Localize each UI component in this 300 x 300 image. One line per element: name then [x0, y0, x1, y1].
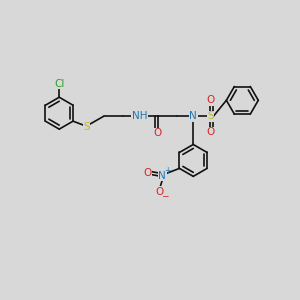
Text: Cl: Cl [54, 79, 64, 89]
Text: −: − [161, 192, 169, 201]
Text: O: O [206, 127, 214, 137]
Text: O: O [143, 168, 152, 178]
Text: +: + [164, 166, 171, 175]
Text: S: S [207, 111, 214, 121]
Text: S: S [83, 122, 90, 132]
Text: NH: NH [131, 111, 147, 121]
Text: N: N [189, 111, 197, 121]
Text: O: O [206, 95, 214, 105]
Text: N: N [158, 171, 166, 181]
Text: O: O [156, 187, 164, 197]
Text: O: O [154, 128, 162, 138]
